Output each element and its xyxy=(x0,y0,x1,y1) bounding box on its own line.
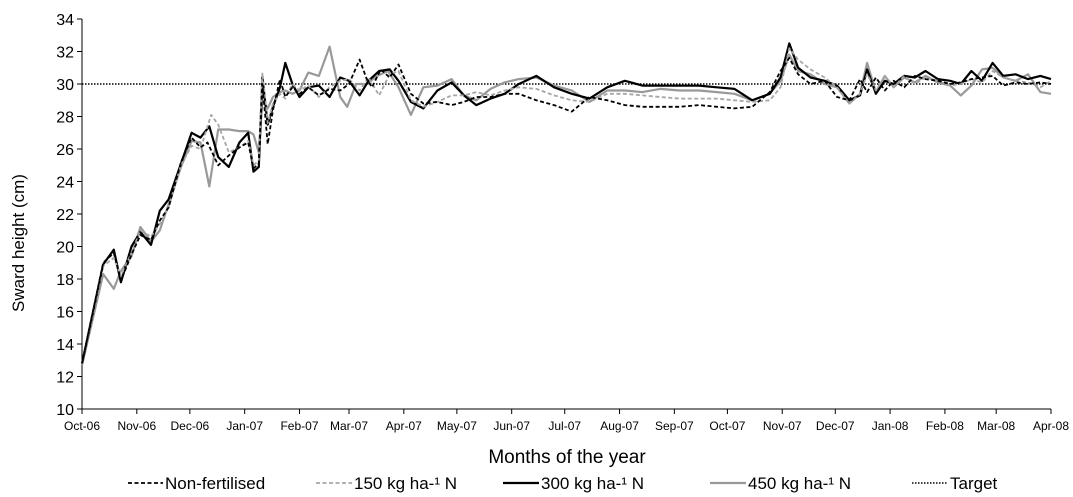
x-tick-label: Dec-07 xyxy=(816,419,855,433)
x-tick-label: Apr-07 xyxy=(386,419,422,433)
legend-label: 300 kg ha-¹ N xyxy=(541,474,644,493)
legend-item-150-kg-ha-n: 150 kg ha-¹ N xyxy=(316,474,457,493)
x-tick-label: Jan-07 xyxy=(226,419,263,433)
x-tick-label: Mar-08 xyxy=(977,419,1015,433)
y-tick-label: 16 xyxy=(56,305,74,322)
y-tick-label: 12 xyxy=(56,370,74,387)
legend-item-300-kg-ha-n: 300 kg ha-¹ N xyxy=(503,474,644,493)
legend-label: 450 kg ha-¹ N xyxy=(748,474,851,493)
x-tick-label: Feb-07 xyxy=(280,419,318,433)
legend-label: 150 kg ha-¹ N xyxy=(354,474,457,493)
x-tick-label: Feb-08 xyxy=(926,419,964,433)
legend-label: Non-fertilised xyxy=(165,474,265,493)
y-tick-label: 20 xyxy=(56,240,74,257)
x-tick-label: Mar-07 xyxy=(330,419,368,433)
y-tick-label: 18 xyxy=(56,272,74,289)
y-tick-label: 28 xyxy=(56,110,74,127)
y-tick-label: 30 xyxy=(56,77,74,94)
x-tick-label: Apr-08 xyxy=(1033,419,1069,433)
series-layer xyxy=(80,42,1052,366)
series-line-450-kg-ha-n xyxy=(80,45,1052,366)
y-tick-label: 26 xyxy=(56,142,74,159)
legend-item-non-fertilised: Non-fertilised xyxy=(128,474,265,493)
series-line-150-kg-ha-n xyxy=(81,47,1052,364)
y-axis: 10 12 14 16 18 20 22 24 26 28 30 32 34 xyxy=(56,12,83,419)
x-tick-label: Jul-07 xyxy=(548,419,581,433)
x-tick-label: Nov-06 xyxy=(117,419,156,433)
x-axis-title: Months of the year xyxy=(488,447,646,468)
x-tick-label: Dec-06 xyxy=(171,419,210,433)
series-line-300-kg-ha-n xyxy=(80,42,1052,364)
y-tick-label: 14 xyxy=(56,337,74,354)
x-tick-label: Oct-07 xyxy=(709,419,745,433)
y-tick-label: 34 xyxy=(56,12,74,29)
x-tick-label: Jan-08 xyxy=(872,419,909,433)
x-tick-label: Oct-06 xyxy=(64,419,100,433)
x-tick-label: Nov-07 xyxy=(763,419,802,433)
y-tick-label: 32 xyxy=(56,45,74,62)
series-line-non-fertilised xyxy=(81,57,1052,364)
legend-item-450-kg-ha-n: 450 kg ha-¹ N xyxy=(710,474,851,493)
x-tick-label: Sep-07 xyxy=(655,419,694,433)
legend: Non-fertilised 150 kg ha-¹ N 300 kg ha-¹ N… xyxy=(128,474,998,493)
y-tick-label: 24 xyxy=(56,175,74,192)
y-tick-label: 22 xyxy=(56,207,74,224)
x-axis: Oct-06 Nov-06 Dec-06 Jan-07 Feb-07 Mar-07 Apr-… xyxy=(64,408,1069,433)
x-tick-label: May-07 xyxy=(437,419,477,433)
legend-label: Target xyxy=(950,474,998,493)
legend-item-target: Target xyxy=(912,474,998,493)
y-axis-title: Sward height (cm) xyxy=(9,174,28,312)
x-tick-label: Aug-07 xyxy=(600,419,639,433)
x-tick-label: Jun-07 xyxy=(493,419,530,433)
y-tick-label: 10 xyxy=(56,402,74,419)
